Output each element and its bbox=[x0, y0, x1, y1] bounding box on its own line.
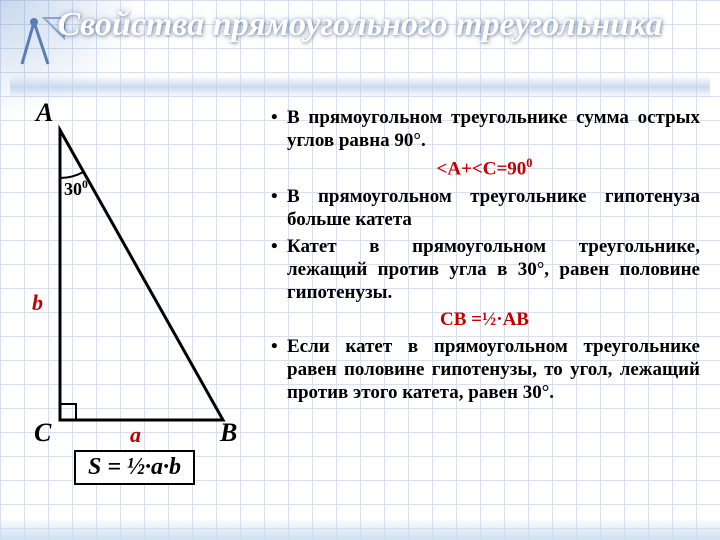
title-wrap: Свойства прямоугольного треугольника bbox=[0, 6, 720, 43]
side-a-label: а bbox=[130, 422, 141, 448]
formula-cb: СВ =½·АВ bbox=[269, 309, 700, 331]
list-item: Катет в прямоугольном треугольнике, лежа… bbox=[269, 235, 700, 305]
properties-list-2: В прямоугольном треугольнике гипотенуза … bbox=[269, 185, 700, 305]
formula-angles: <A+<C=900 bbox=[269, 156, 700, 180]
page-title: Свойства прямоугольного треугольника bbox=[0, 6, 720, 43]
title-underbar bbox=[10, 76, 710, 98]
side-b-label: b bbox=[32, 290, 43, 316]
properties-panel: В прямоугольном треугольнике сумма остры… bbox=[265, 100, 720, 540]
angle-30-label: 300 bbox=[64, 178, 88, 200]
properties-list-3: Если катет в прямоугольном треугольнике … bbox=[269, 335, 700, 405]
list-item: В прямоугольном треугольнике гипотенуза … bbox=[269, 185, 700, 231]
vertex-A-label: A bbox=[36, 98, 53, 128]
angle-value: 30 bbox=[64, 179, 82, 199]
area-formula: S = ½·a·b bbox=[88, 454, 181, 480]
vertex-B-label: B bbox=[220, 418, 237, 448]
angle-sup: 0 bbox=[82, 178, 88, 191]
diagram-panel: A C B b а 300 S = ½·a·b bbox=[0, 100, 265, 540]
properties-list: В прямоугольном треугольнике сумма остры… bbox=[269, 106, 700, 152]
vertex-C-label: C bbox=[34, 418, 51, 448]
content-area: A C B b а 300 S = ½·a·b В прямоугольном … bbox=[0, 100, 720, 540]
formula-angles-text: <A+<C=90 bbox=[437, 159, 527, 180]
list-item: В прямоугольном треугольнике сумма остры… bbox=[269, 106, 700, 152]
formula-angles-sup: 0 bbox=[526, 156, 532, 170]
list-item: Если катет в прямоугольном треугольнике … bbox=[269, 335, 700, 405]
area-formula-box: S = ½·a·b bbox=[74, 450, 195, 485]
